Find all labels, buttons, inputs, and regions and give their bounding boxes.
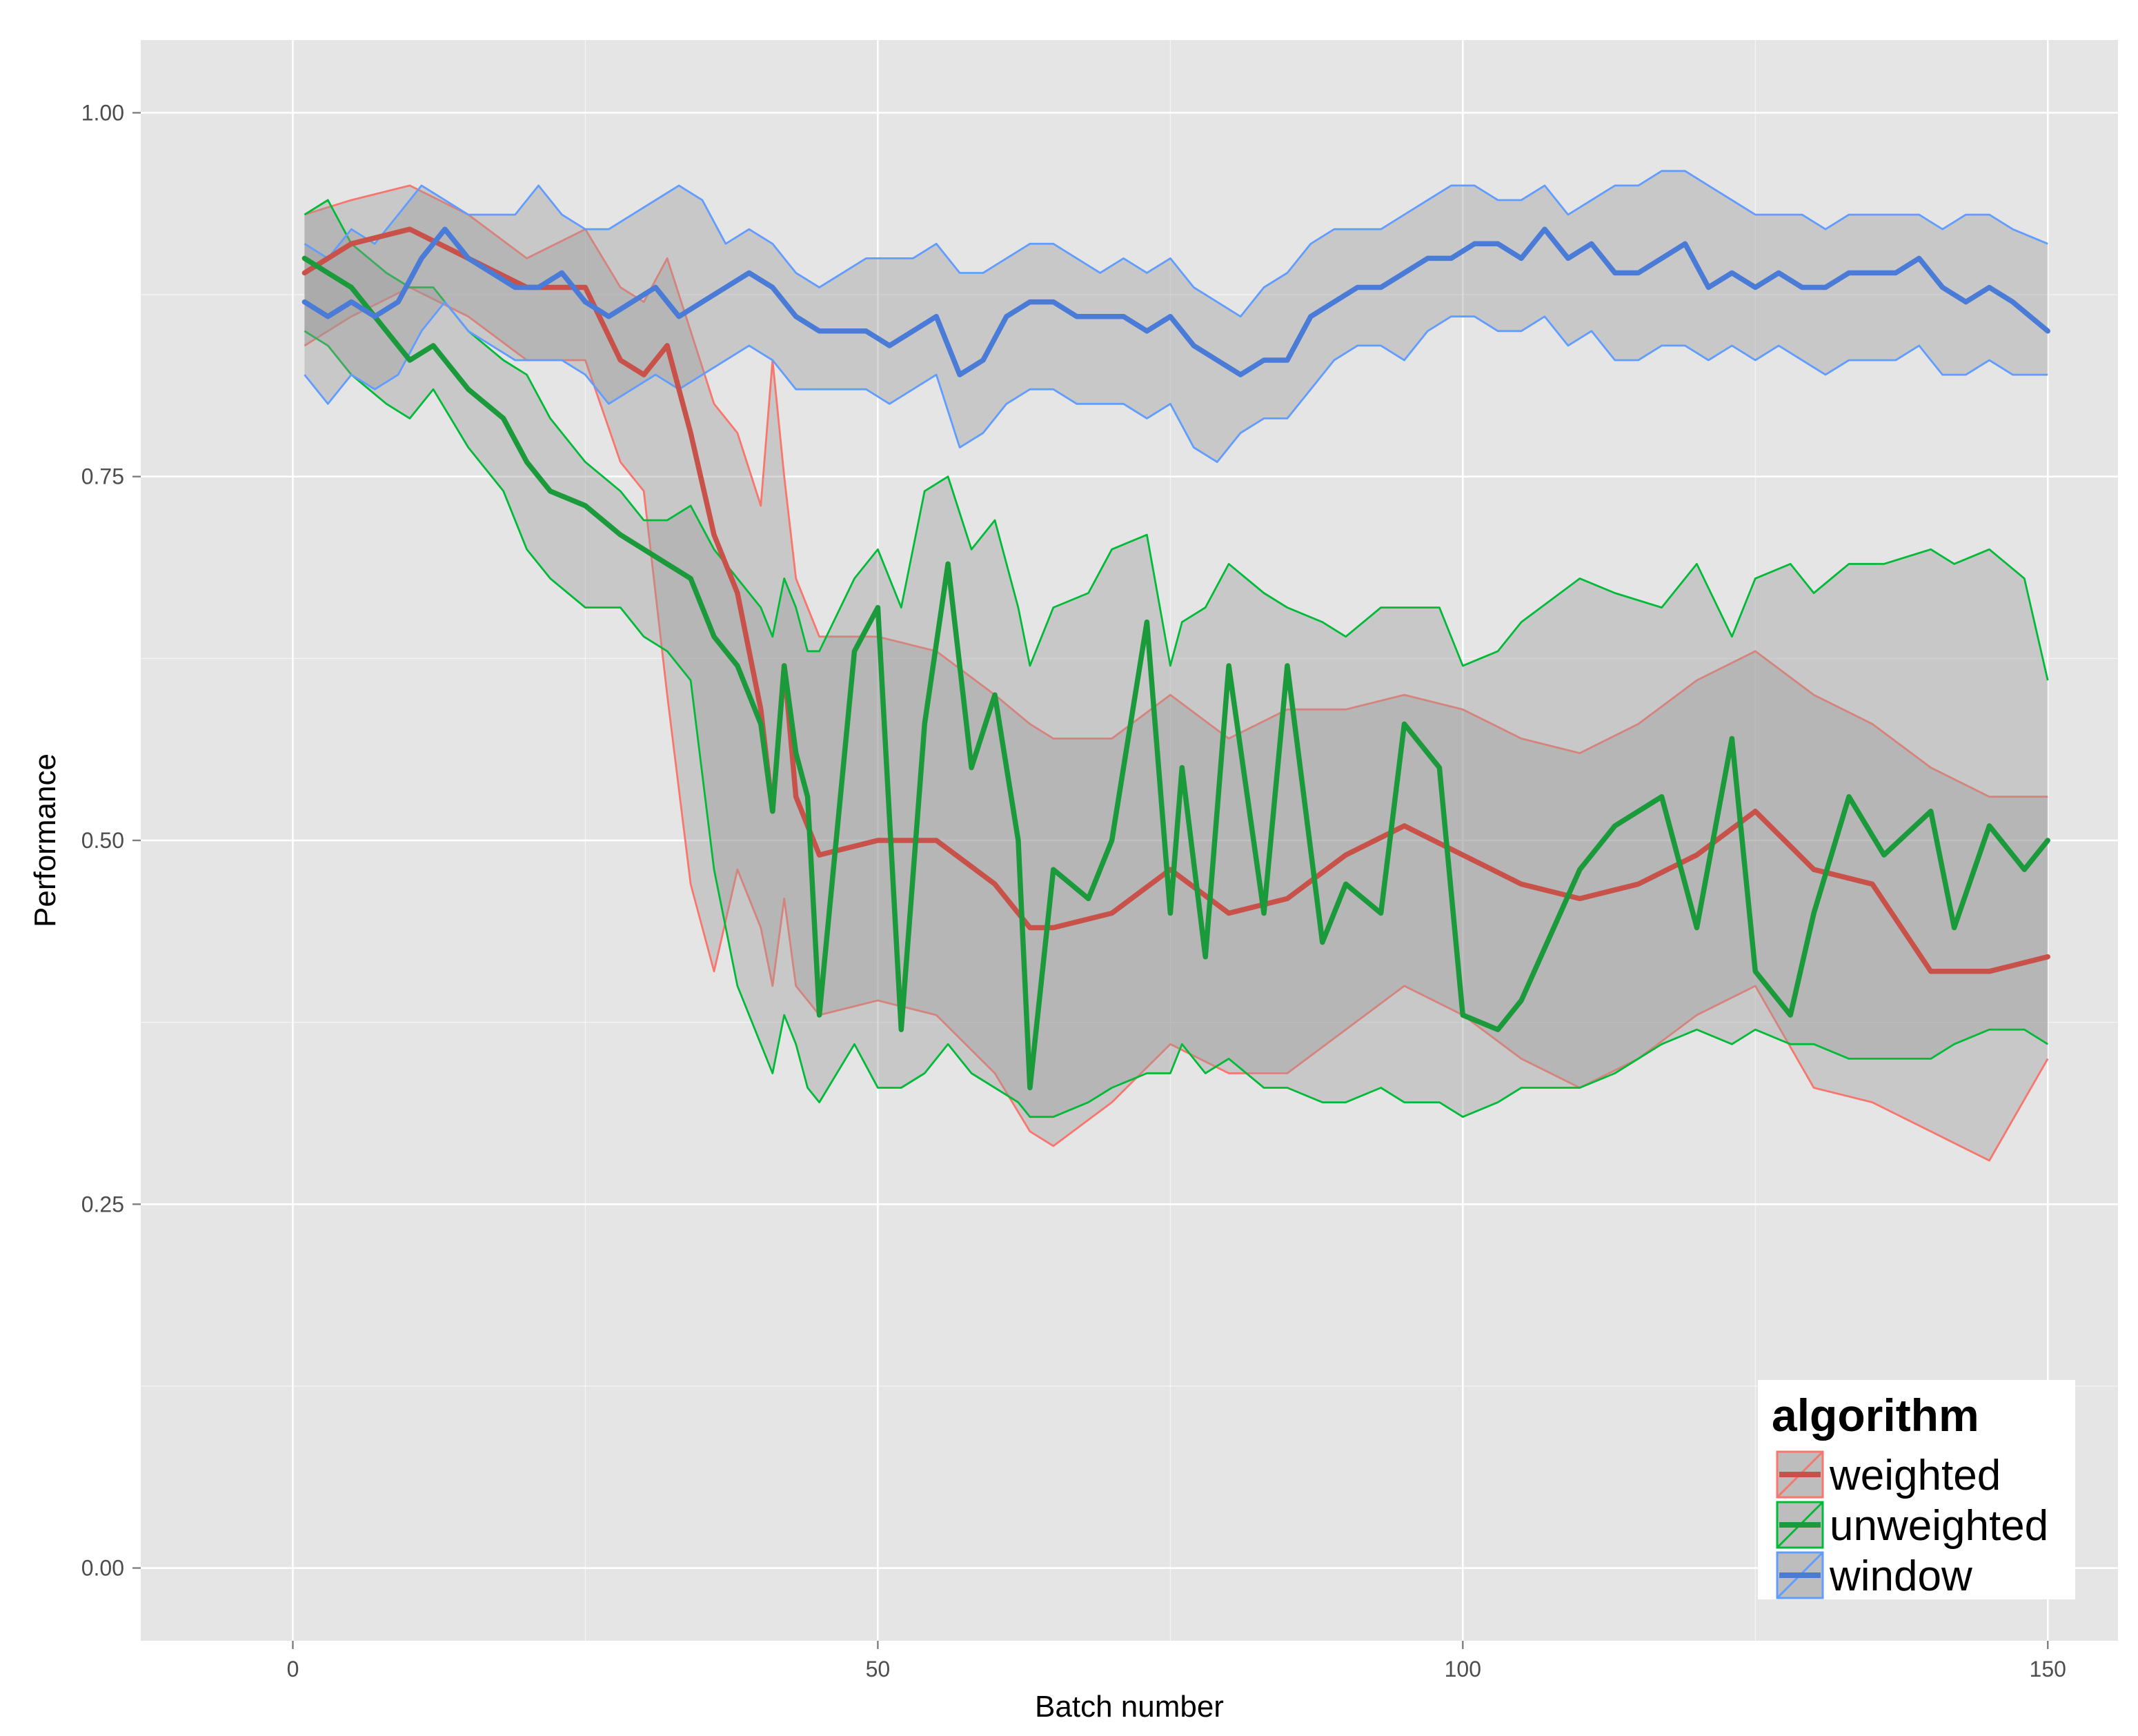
legend-label-window: window	[1829, 1552, 1972, 1600]
y-axis-ticks: 0.00 0.25 0.50 0.75 1.00	[81, 100, 141, 1581]
ribbon-weighted	[304, 185, 2048, 1161]
x-axis-ticks: 0 50 100 150	[287, 1641, 2066, 1681]
ribbon-lower-weighted	[304, 286, 2049, 1162]
y-tick-label: 1.00	[81, 100, 124, 125]
ribbon-lower-unweighted	[304, 330, 2048, 1118]
legend-label-unweighted: unweighted	[1830, 1502, 2048, 1550]
x-tick-label: 0	[287, 1657, 299, 1681]
x-tick-label: 150	[2030, 1657, 2066, 1681]
series-line-unweighted	[301, 255, 2050, 1091]
ribbon-upper-unweighted	[304, 199, 2049, 681]
x-tick-label: 50	[866, 1657, 891, 1681]
series-lines	[301, 226, 2050, 1091]
legend-label-weighted: weighted	[1829, 1452, 2001, 1499]
ribbon-upper-window	[304, 170, 2048, 318]
ribbon-window	[304, 170, 2048, 462]
legend-title: algorithm	[1772, 1390, 1979, 1441]
ribbon-lower-window	[304, 301, 2048, 463]
x-axis-title: Batch number	[1035, 1690, 1224, 1724]
y-tick-label: 0.75	[81, 464, 124, 489]
y-tick-label: 0.50	[81, 828, 124, 853]
x-tick-label: 100	[1445, 1657, 1481, 1681]
confidence-ribbons	[304, 170, 2049, 1162]
ribbon-unweighted	[304, 200, 2048, 1117]
series-line-window	[301, 226, 2050, 377]
y-axis-title: Performance	[28, 753, 62, 927]
y-tick-label: 0.00	[81, 1556, 124, 1581]
y-tick-label: 0.25	[81, 1192, 124, 1216]
